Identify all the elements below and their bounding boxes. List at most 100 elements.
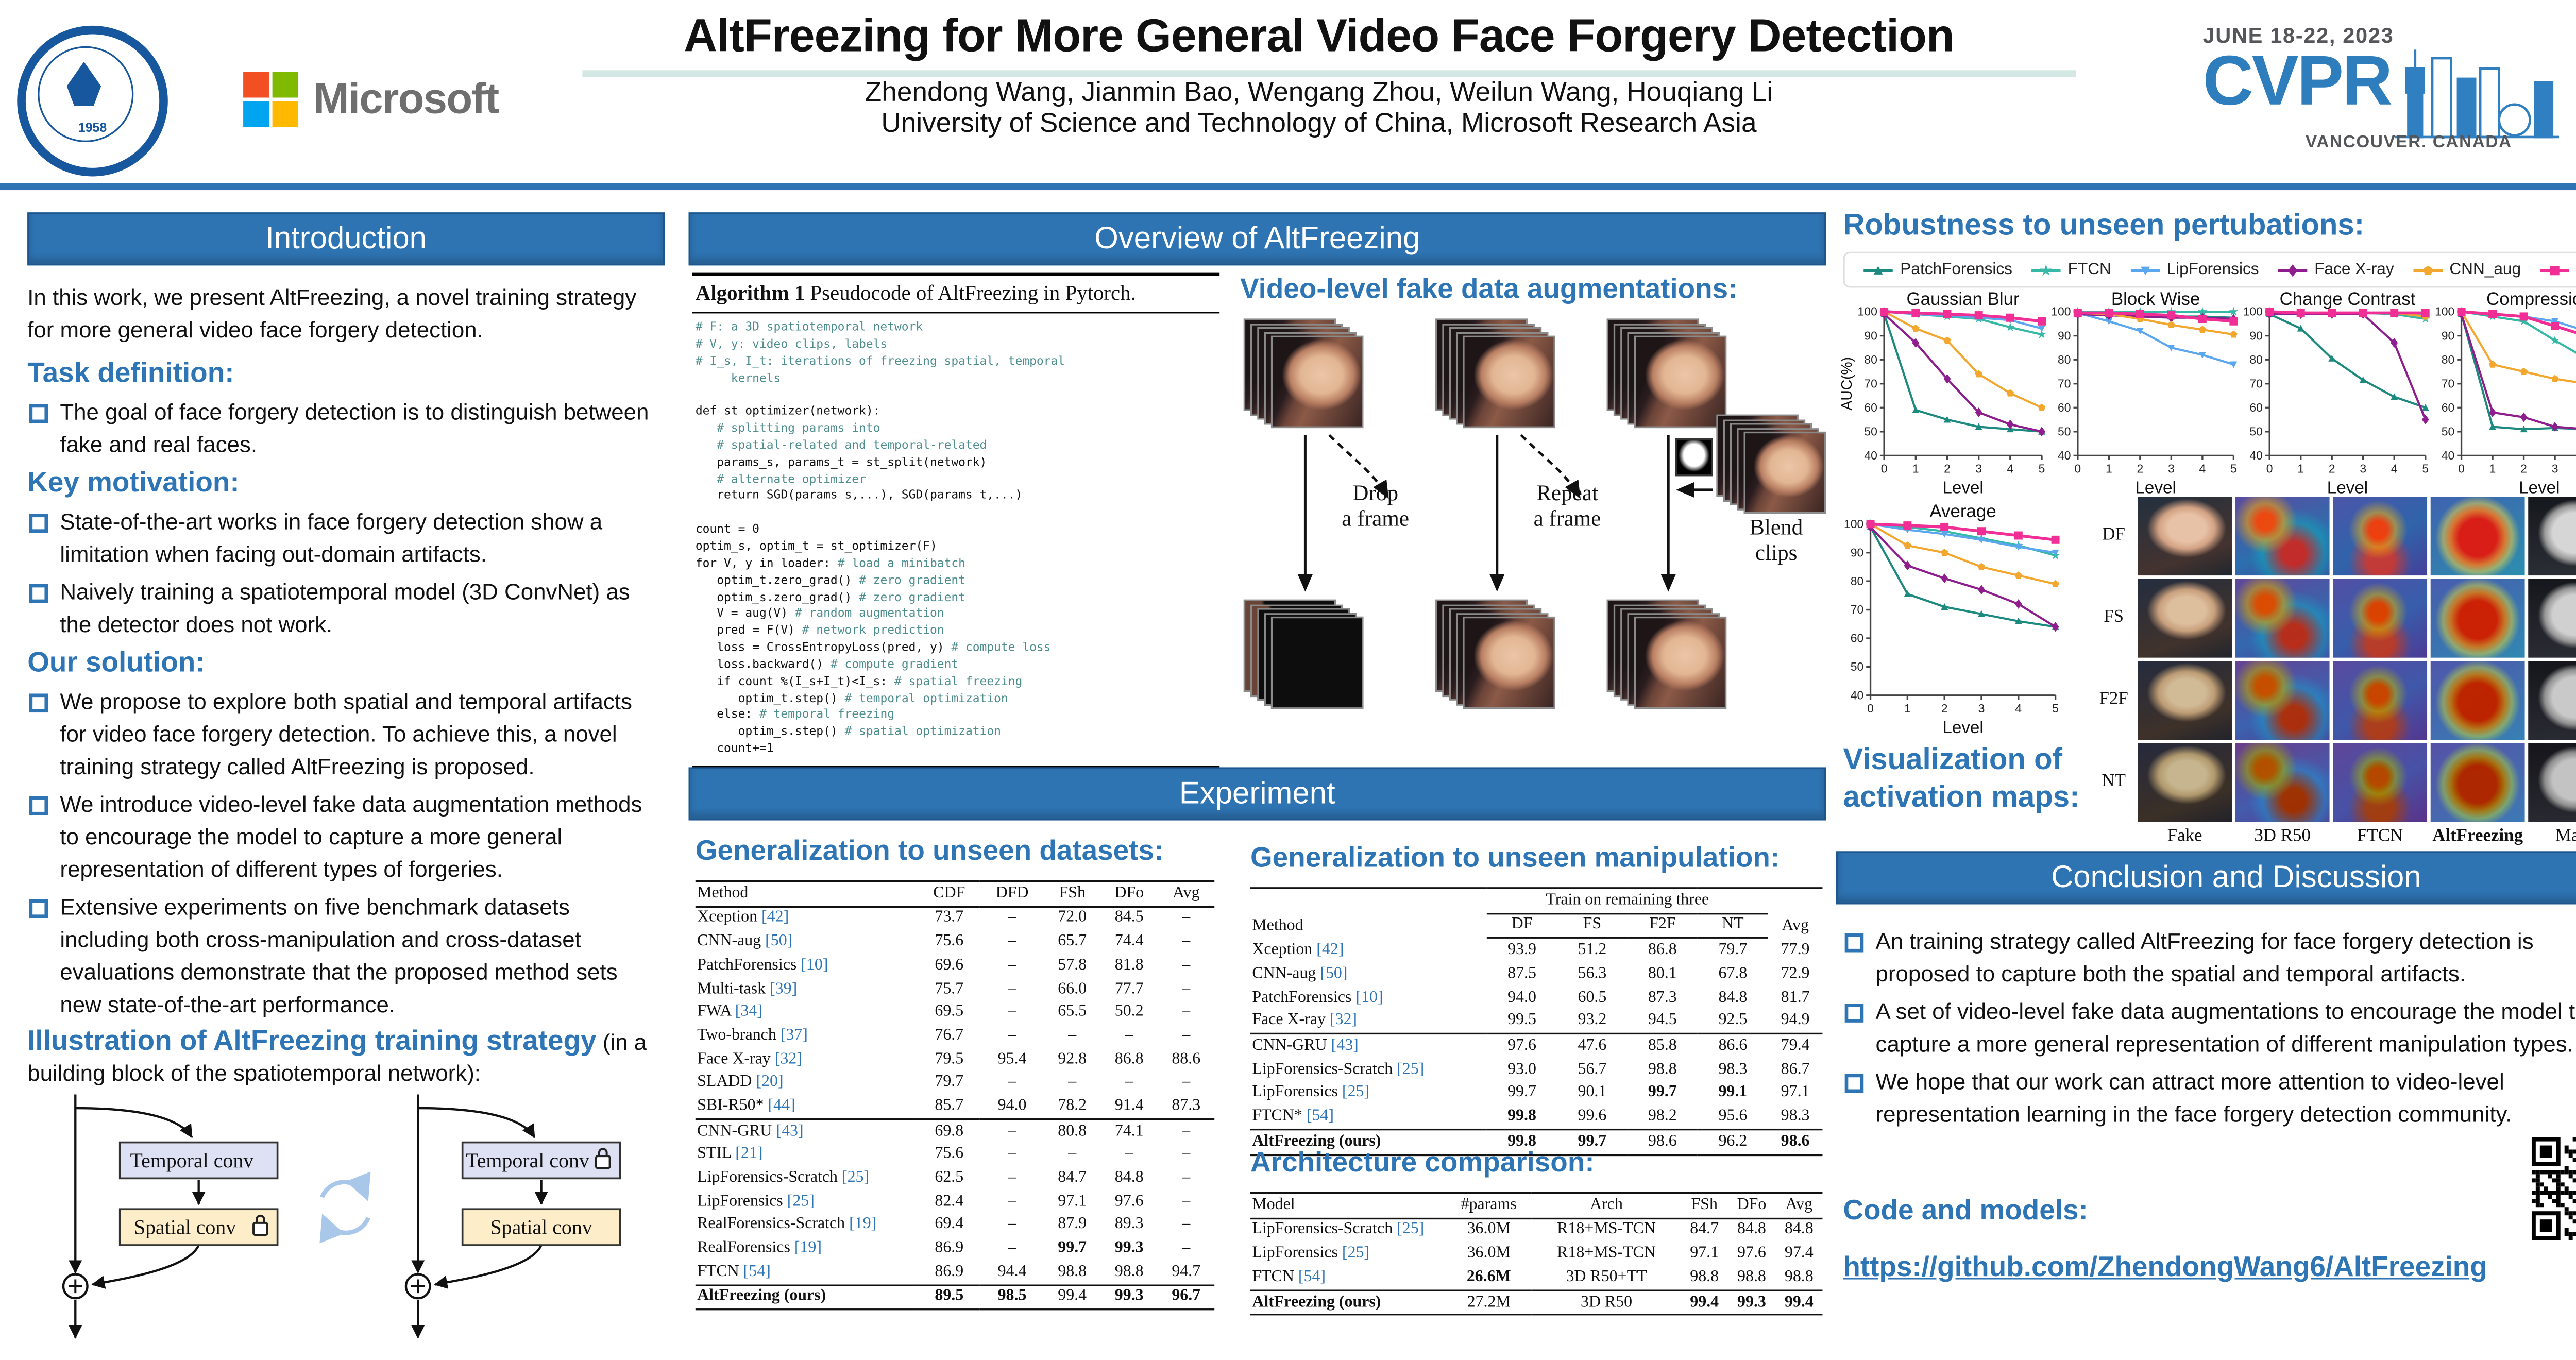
ustc-logo: 1958 <box>17 25 168 177</box>
overview-banner: Overview of AltFreezing <box>688 212 1826 266</box>
intro-lead: In this work, we present AltFreezing, a … <box>27 284 637 343</box>
svg-text:Change Contrast: Change Contrast <box>2280 289 2416 309</box>
microsoft-wordmark: Microsoft <box>313 74 499 123</box>
svg-text:1: 1 <box>2297 462 2304 475</box>
table-row: Two-branch [37] 76.7– – – – <box>697 1026 1191 1045</box>
activation-map-cell <box>2235 743 2330 822</box>
activation-map-cell <box>2528 497 2576 576</box>
table-row: CNN-aug [50] 87.5 56.3 80.1 67.8 72.9 <box>1252 964 1810 983</box>
table-row: Face X-ray [32] 99.5 93.2 94.5 92.5 94.9 <box>1252 1011 1810 1030</box>
temporal-conv-box-frozen <box>461 1141 621 1180</box>
legend-item: Face X-ray <box>2277 260 2394 279</box>
table-row: CNN-aug [50] 75.6–65.7 74.4– <box>697 932 1191 951</box>
svg-text:Level: Level <box>2519 479 2560 497</box>
activation-map-cell <box>2430 497 2525 576</box>
bullet-item: State-of-the-art works in face forgery d… <box>27 505 665 570</box>
algorithm-code: # F: a 3D spatiotemporal network # V, y: … <box>695 320 1065 756</box>
svg-text:50: 50 <box>1851 660 1864 673</box>
bullet-item: We propose to explore both spatial and t… <box>27 685 665 783</box>
svg-text:1: 1 <box>1912 462 1919 475</box>
augmentation-arrows <box>1297 434 1713 592</box>
svg-text:Block Wise: Block Wise <box>2111 289 2200 309</box>
activation-map-cell <box>2333 743 2428 822</box>
affiliations: University of Science and Technology of … <box>881 109 1757 139</box>
chart-change-contrast: Change Contrast 40 50 60 70 80 90 100 0 1 2 3 4 5 Leve… <box>2241 288 2432 505</box>
chart-gaussian-blur: Gaussian Blur 40 50 60 70 80 90 100 0 1 2 3 4 5 Level A… <box>1836 288 2048 505</box>
blend-mask <box>1675 438 1713 477</box>
table-row: LipForensics [25] 99.7 90.1 99.7 99.1 97.1 <box>1252 1083 1810 1102</box>
aug-label-drop: Drop a frame <box>1342 479 1410 531</box>
table-row: LipForensics-Scratch [25] 36.0M R18+MS-TCN… <box>1252 1220 1814 1239</box>
activation-map-cell <box>2430 579 2525 658</box>
repeated-clip-stack <box>1435 599 1555 709</box>
svg-text:5: 5 <box>2052 702 2059 715</box>
svg-text:3: 3 <box>2360 462 2366 475</box>
svg-text:60: 60 <box>1864 401 1877 414</box>
svg-text:40: 40 <box>2249 449 2263 462</box>
architecture-heading: Architecture comparison: <box>1250 1147 1595 1179</box>
svg-text:0: 0 <box>1867 702 1874 715</box>
svg-text:100: 100 <box>1858 305 1877 318</box>
svg-text:3: 3 <box>2552 462 2558 475</box>
github-link[interactable]: https://github.com/ZhendongWang6/AltFree… <box>1843 1252 2487 1283</box>
code-models-heading: Code and models: <box>1843 1195 2088 1227</box>
svg-text:5: 5 <box>2422 462 2429 475</box>
activation-map-cell <box>2138 743 2232 822</box>
svg-text:3: 3 <box>2168 462 2175 475</box>
table-row: FTCN* [54] 99.8 99.6 98.2 95.6 98.3 <box>1252 1106 1810 1126</box>
qr-code <box>2531 1137 2576 1240</box>
svg-text:40: 40 <box>1851 688 1864 702</box>
svg-text:80: 80 <box>2058 353 2071 366</box>
svg-text:0: 0 <box>2074 462 2081 475</box>
svg-text:60: 60 <box>2442 401 2455 414</box>
table-row: PatchForensics [10] 69.6–57.8 81.8– <box>697 955 1191 975</box>
svg-text:50: 50 <box>2442 424 2455 438</box>
table-row: SBI-R50* [44] 85.7 94.0 78.2 91.4 87.3 <box>697 1096 1201 1115</box>
activation-col-label: AltFreezing <box>2432 827 2523 846</box>
svg-text:100: 100 <box>2435 305 2454 318</box>
svg-text:3: 3 <box>1975 462 1982 475</box>
cvpr-dates: JUNE 18-22, 2023 <box>2202 24 2394 48</box>
chart-compression: Compression405060708090100012345Level <box>2432 288 2576 505</box>
activation-map-cell <box>2333 661 2428 740</box>
svg-text:0: 0 <box>2266 462 2273 475</box>
svg-text:1: 1 <box>2489 462 2496 475</box>
spatial-conv-box-free <box>461 1208 621 1246</box>
table-row: RealForensics [19] 86.9–99.7 99.3– <box>697 1238 1191 1257</box>
microsoft-logo: Microsoft <box>243 72 499 127</box>
temporal-conv-box <box>118 1141 279 1180</box>
svg-text:90: 90 <box>2442 329 2455 342</box>
augmentations-heading: Video-level fake data augmentations: <box>1240 274 1738 305</box>
legend-marker-icon <box>2278 263 2308 276</box>
svg-text:2: 2 <box>2329 462 2335 475</box>
bullet-item: Extensive experiments on five benchmark … <box>27 891 665 1021</box>
task-definition-heading: Task definition: <box>27 358 234 389</box>
svg-text:50: 50 <box>2249 424 2263 438</box>
legend-item: ours <box>2539 260 2576 279</box>
activation-map-cell <box>2235 579 2330 658</box>
svg-text:40: 40 <box>2442 449 2455 462</box>
table-row: Xception [42] 93.9 51.2 86.8 79.7 77.9 <box>1252 940 1810 960</box>
manipulation-heading: Generalization to unseen manipulation: <box>1250 842 1780 874</box>
task-bullets: The goal of face forgery detection is to… <box>27 396 665 461</box>
svg-text:50: 50 <box>2058 424 2071 438</box>
activation-heading: Visualization of activation maps: <box>1843 741 2080 814</box>
dropped-clip-stack <box>1243 599 1364 709</box>
fake-clip-stack <box>1435 318 1555 429</box>
svg-text:Temporal conv: Temporal conv <box>130 1149 254 1172</box>
svg-text:Compression: Compression <box>2486 289 2576 309</box>
svg-text:80: 80 <box>2442 353 2455 366</box>
table-row: Multi-task [39] 75.7–66.0 77.7– <box>697 979 1191 998</box>
svg-text:5: 5 <box>2039 462 2045 475</box>
svg-text:Average: Average <box>1929 501 1996 521</box>
activation-row-label: F2F <box>2099 690 2128 709</box>
svg-text:70: 70 <box>2249 377 2263 390</box>
real-clip-stack <box>1716 414 1826 514</box>
svg-text:100: 100 <box>1844 517 1863 531</box>
cvpr-skyline-icon <box>2394 49 2559 139</box>
svg-text:100: 100 <box>2243 305 2263 318</box>
svg-text:70: 70 <box>2442 377 2455 390</box>
svg-text:4: 4 <box>2015 702 2022 715</box>
svg-text:40: 40 <box>1864 449 1877 462</box>
activation-map-cell <box>2138 579 2232 658</box>
